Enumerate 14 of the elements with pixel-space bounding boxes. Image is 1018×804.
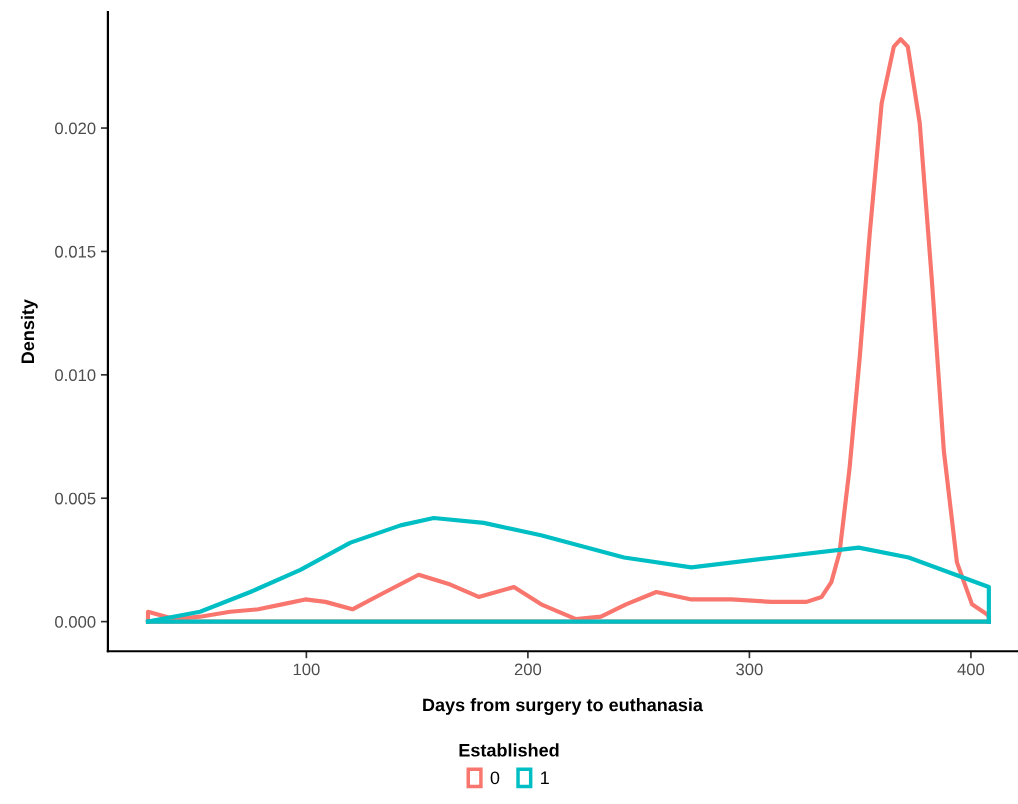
x-tick-label: 100 (293, 663, 320, 676)
y-tick-label: 0.010 (55, 369, 96, 382)
y-tick-label: 0.015 (55, 245, 96, 258)
legend-label: 1 (541, 771, 549, 784)
x-tick-label: 400 (957, 663, 985, 676)
legend-title: Established (459, 743, 559, 757)
x-tick-label: 300 (736, 663, 763, 676)
y-tick-label: 0.000 (55, 616, 96, 628)
legend-label: 0 (490, 771, 500, 785)
y-tick-label: 0.020 (55, 122, 96, 135)
y-axis-title: Density (20, 299, 38, 364)
x-axis-title: Days from surgery to euthanasia (423, 698, 704, 715)
x-tick-label: 200 (514, 663, 542, 676)
y-tick-label: 0.005 (55, 492, 96, 505)
